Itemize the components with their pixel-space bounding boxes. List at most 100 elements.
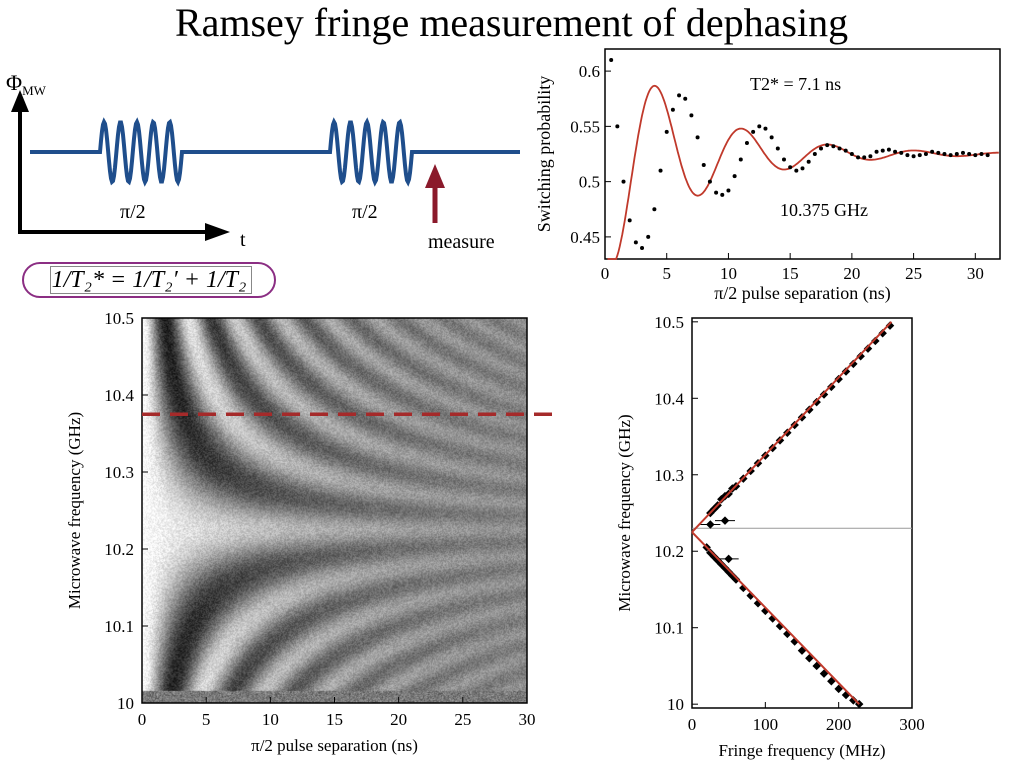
- pulse-x-label: t: [240, 229, 246, 251]
- x-tick-label: 0: [601, 264, 610, 283]
- data-point: [905, 153, 910, 158]
- y-tick-label: 10.5: [654, 313, 684, 332]
- data-point: [871, 336, 880, 346]
- y-tick-label: 0.6: [579, 62, 600, 81]
- data-point: [781, 157, 786, 162]
- heatmap-image: [142, 318, 527, 703]
- data-point: [627, 218, 632, 223]
- data-point: [954, 152, 959, 156]
- data-point: [664, 129, 669, 134]
- y-tick-label: 10.3: [104, 463, 134, 482]
- ramsey-annotation-frequency: 10.375 GHz: [780, 200, 868, 220]
- data-point: [960, 150, 965, 155]
- data-point: [843, 148, 848, 153]
- data-point: [936, 150, 941, 155]
- data-point: [827, 382, 836, 392]
- data-point: [724, 567, 733, 577]
- data-point: [714, 190, 719, 195]
- x-tick-label: 25: [905, 264, 922, 283]
- data-point: [640, 245, 645, 250]
- y-tick-label: 10.1: [654, 619, 684, 638]
- x-tick-label: 300: [899, 715, 925, 734]
- data-point: [726, 188, 731, 193]
- fringe-heatmap-chart: 0 5 10 15 20 25 30 10 10.1 10.2 10.3 10.4 10.5 π/2 pu…: [65, 309, 557, 755]
- data-point: [930, 149, 935, 154]
- x-tick-label: 200: [826, 715, 852, 734]
- slide-title: Ramsey fringe measurement of dephasing: [174, 0, 849, 45]
- data-point: [707, 179, 712, 184]
- fringe-frequency-chart: 0 100 200 300 10 10.1 10.2 10.3 10.4 10.5 Fringe f…: [615, 313, 925, 760]
- x-tick-label: 10: [720, 264, 737, 283]
- data-point: [849, 152, 854, 156]
- x-tick-label: 30: [519, 710, 536, 729]
- y-arrowhead-icon: [11, 90, 29, 112]
- x-tick-label: 0: [138, 710, 147, 729]
- data-point: [677, 93, 682, 98]
- data-point: [683, 96, 688, 101]
- data-point: [633, 240, 638, 245]
- data-point: [646, 234, 651, 239]
- data-point: [806, 159, 811, 164]
- x-tick-label: 25: [454, 710, 471, 729]
- data-point: [751, 129, 756, 134]
- ramsey-fit-curve: [607, 84, 999, 260]
- measure-arrowhead-icon: [425, 164, 445, 188]
- y-tick-label: 0.55: [570, 117, 600, 136]
- pulse-waveform: [30, 117, 520, 187]
- data-point: [706, 520, 715, 529]
- data-point: [720, 516, 730, 525]
- formula-box: 1/T₂* = 1/T₂′ + 1/T₂: [22, 262, 276, 298]
- x-tick-label: 0: [688, 715, 697, 734]
- heatmap-y-label: Microwave frequency (GHz): [65, 412, 84, 609]
- y-tick-label: 0.5: [579, 173, 600, 192]
- data-point: [831, 144, 836, 149]
- x-tick-label: 15: [326, 710, 343, 729]
- ramsey-y-label: Switching probability: [534, 76, 554, 233]
- data-point: [849, 359, 858, 369]
- y-tick-label: 10.1: [104, 617, 134, 636]
- data-point: [948, 153, 953, 158]
- y-tick-label: 10: [667, 695, 684, 714]
- data-point: [621, 179, 626, 184]
- y-tick-label: 10: [117, 694, 134, 713]
- x-tick-label: 100: [753, 715, 779, 734]
- pulse-y-label: ΦMW: [6, 70, 47, 98]
- data-point: [923, 152, 928, 156]
- data-point: [615, 124, 620, 129]
- heatmap-x-label: π/2 pulse separation (ns): [251, 736, 418, 755]
- data-point: [967, 152, 972, 156]
- data-point: [973, 153, 978, 158]
- data-point: [658, 168, 663, 173]
- y-tick-label: 0.45: [570, 228, 600, 247]
- data-point: [837, 146, 842, 151]
- x-tick-label: 20: [843, 264, 860, 283]
- x-tick-label: 5: [662, 264, 671, 283]
- data-point: [788, 165, 793, 170]
- data-point: [763, 126, 768, 131]
- y-tick-label: 10.5: [104, 309, 134, 328]
- data-point: [769, 135, 774, 140]
- fit-line: [691, 531, 860, 705]
- fringe-plot-frame: [691, 317, 913, 709]
- data-point: [985, 153, 990, 158]
- data-point: [942, 152, 947, 156]
- heatmap-frame: [141, 317, 528, 704]
- data-point: [695, 135, 700, 140]
- data-point: [880, 148, 885, 153]
- fringe-x-label: Fringe frequency (MHz): [718, 741, 885, 760]
- data-point: [794, 168, 799, 173]
- x-tick-label: 10: [262, 710, 279, 729]
- ramsey-oscillation-chart: 0 5 10 15 20 25 30 0.45 0.5 0.55 0.6 π/2 pulse sepa…: [534, 48, 1001, 304]
- data-point: [856, 351, 865, 361]
- formula-frame: [50, 266, 252, 294]
- data-point: [609, 58, 614, 63]
- fit-line: [691, 321, 893, 533]
- data-point: [911, 154, 916, 159]
- y-tick-label: 10.2: [104, 540, 134, 559]
- ramsey-x-label: π/2 pulse separation (ns): [714, 283, 891, 304]
- data-point: [979, 152, 984, 156]
- data-point: [670, 107, 675, 112]
- data-point: [800, 166, 805, 171]
- pulse1-label: π/2: [120, 201, 146, 223]
- y-tick-label: 10.3: [654, 466, 684, 485]
